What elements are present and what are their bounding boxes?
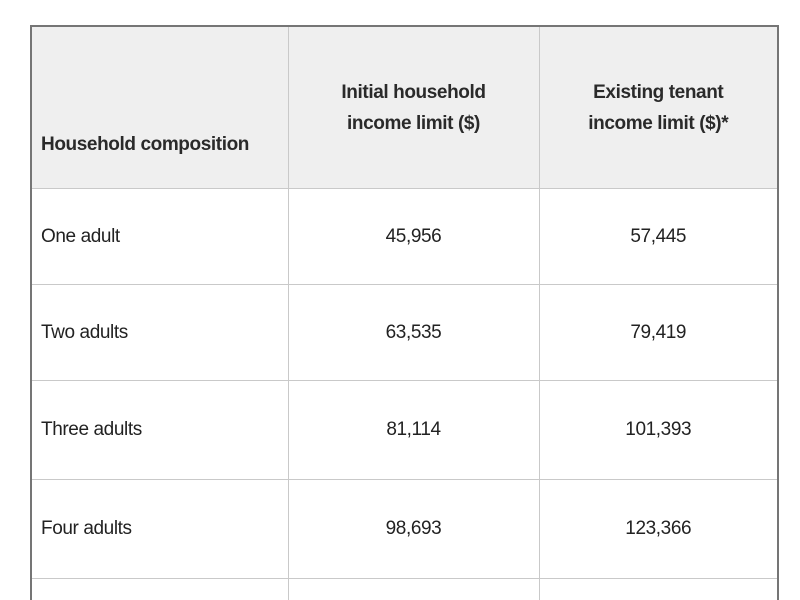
- existing-income-value: 79,419: [538, 284, 779, 381]
- table-row: Four adults 98,693 123,366: [30, 479, 779, 579]
- existing-income-value: 101,393: [538, 380, 779, 480]
- income-limits-table: Household composition Initial household …: [30, 25, 779, 600]
- column-header-existing-tenant-income-limit: Existing tenant income limit ($)*: [538, 25, 779, 189]
- table-header: Household composition Initial household …: [30, 25, 779, 189]
- table-row-cut-off: Sole parent with one 63,571 79,464: [30, 578, 779, 600]
- initial-income-value: 98,693: [287, 479, 540, 579]
- initial-income-value: 45,956: [287, 188, 540, 285]
- row-label: Three adults: [30, 380, 289, 480]
- row-label: Sole parent with one: [30, 578, 289, 600]
- table-row: One adult 45,956 57,445: [30, 188, 779, 285]
- table-row: Three adults 81,114 101,393: [30, 380, 779, 480]
- initial-income-value: 63,571: [287, 578, 540, 600]
- row-label: Two adults: [30, 284, 289, 381]
- header-row: Household composition Initial household …: [30, 25, 779, 189]
- column-header-household-composition: Household composition: [30, 25, 289, 189]
- initial-income-value: 63,535: [287, 284, 540, 381]
- existing-income-value: 79,464: [538, 578, 779, 600]
- existing-income-value: 57,445: [538, 188, 779, 285]
- table-body: One adult 45,956 57,445 Two adults 63,53…: [30, 188, 779, 600]
- row-label: One adult: [30, 188, 289, 285]
- initial-income-value: 81,114: [287, 380, 540, 480]
- existing-income-value: 123,366: [538, 479, 779, 579]
- column-header-initial-income-limit: Initial household income limit ($): [287, 25, 540, 189]
- row-label: Four adults: [30, 479, 289, 579]
- table-row: Two adults 63,535 79,419: [30, 284, 779, 381]
